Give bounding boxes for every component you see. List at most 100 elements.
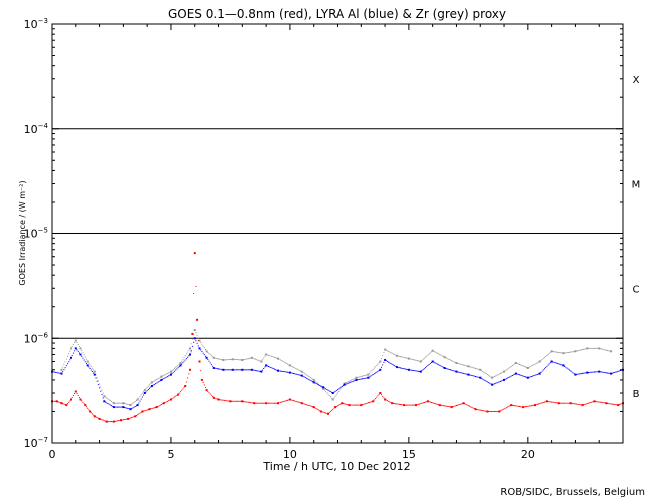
trace-dot: [345, 382, 347, 384]
trace-dot: [300, 402, 302, 404]
data-point: [120, 419, 122, 422]
y-axis: 10−7 10−6 10−5 10−4 10−3: [24, 17, 623, 450]
trace-dot: [121, 406, 123, 408]
trace-dot: [243, 359, 244, 361]
trace-dot: [514, 363, 516, 365]
trace-dot: [377, 370, 379, 372]
trace-dot: [171, 398, 173, 400]
trace-dot: [441, 355, 443, 357]
trace-dot: [225, 369, 227, 371]
trace-dot: [376, 364, 378, 366]
trace-dot: [287, 371, 288, 373]
trace-dot: [228, 369, 230, 371]
data-point: [574, 373, 577, 376]
trace-dot: [387, 400, 388, 402]
trace-dot: [165, 376, 167, 378]
trace-dot: [235, 369, 237, 371]
trace-dot: [165, 373, 167, 375]
trace-dot: [172, 371, 174, 373]
trace-dot: [488, 382, 490, 384]
data-point: [474, 408, 477, 411]
trace-dot: [554, 402, 556, 404]
trace-dot: [442, 366, 444, 368]
trace-dot: [604, 349, 606, 351]
trace-dot: [383, 352, 385, 353]
trace-dot: [115, 420, 117, 422]
trace-dot: [476, 376, 478, 378]
trace-dot: [209, 393, 211, 395]
trace-dot: [532, 375, 534, 377]
trace-dot: [285, 371, 287, 373]
trace-dot: [414, 359, 416, 361]
trace-dot: [291, 366, 293, 368]
trace-dot: [168, 372, 170, 374]
trace-dot: [495, 411, 497, 412]
trace-dot: [572, 351, 574, 353]
trace-dot: [450, 359, 451, 361]
flare-class-label: M: [632, 180, 641, 191]
trace-dot: [413, 404, 415, 406]
trace-dot: [582, 349, 584, 351]
trace-dot: [473, 408, 475, 410]
trace-dot: [178, 366, 180, 368]
data-point: [205, 389, 208, 392]
data-point: [170, 370, 172, 373]
trace-dot: [243, 369, 244, 371]
trace-dot: [245, 369, 247, 371]
trace-dot: [172, 369, 174, 370]
trace-dot: [153, 384, 155, 385]
trace-dot: [250, 369, 252, 371]
trace-dot: [352, 380, 354, 382]
trace-dot: [294, 373, 296, 375]
trace-dot: [344, 403, 346, 405]
data-point: [486, 410, 489, 413]
data-point: [134, 415, 137, 418]
trace-dot: [456, 405, 457, 406]
trace-dot: [450, 406, 451, 408]
trace-dot: [363, 375, 365, 377]
trace-dot: [579, 373, 581, 375]
trace-dot: [559, 402, 561, 404]
data-point: [205, 356, 208, 359]
trace-dot: [228, 400, 230, 402]
chart-title: GOES 0.1—0.8nm (red), LYRA Al (blue) & Z…: [168, 7, 506, 21]
trace-dot: [68, 401, 70, 403]
trace-dot: [383, 397, 385, 399]
data-point: [288, 364, 291, 367]
trace-dot: [545, 355, 547, 357]
trace-dot: [327, 393, 329, 395]
trace-dot: [516, 363, 518, 364]
trace-dot: [407, 369, 409, 370]
trace-dot: [149, 384, 150, 386]
trace-dot: [505, 407, 507, 409]
trace-dot: [185, 353, 187, 355]
data-point: [562, 364, 565, 367]
trace-dot: [547, 364, 549, 366]
trace-dot: [107, 398, 109, 400]
trace-dot: [195, 286, 197, 287]
trace-dot: [431, 402, 432, 403]
data-point: [288, 371, 291, 374]
trace-dot: [525, 366, 526, 368]
trace-dot: [74, 393, 76, 394]
trace-dot: [589, 371, 591, 373]
trace-dot: [528, 376, 530, 378]
trace-dot: [166, 373, 168, 374]
trace-dot: [201, 343, 203, 345]
trace-dot: [215, 367, 217, 369]
trace-dot: [126, 407, 128, 409]
trace-dot: [542, 369, 544, 371]
trace-dot: [461, 372, 463, 374]
trace-dot: [183, 386, 185, 388]
trace-dot: [207, 359, 209, 360]
trace-dot: [439, 354, 441, 356]
trace-dot: [529, 376, 531, 378]
trace-dot: [275, 369, 277, 371]
trace-dot: [528, 405, 530, 407]
trace-dot: [214, 397, 216, 399]
trace-dot: [52, 400, 54, 402]
trace-dot: [611, 403, 613, 405]
trace-dot: [59, 372, 61, 374]
trace-dot: [252, 369, 254, 371]
trace-dot: [71, 355, 73, 356]
